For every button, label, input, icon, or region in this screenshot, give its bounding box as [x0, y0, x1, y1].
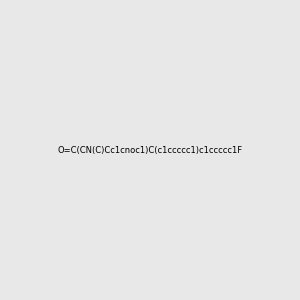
Text: O=C(CN(C)Cc1cnoc1)C(c1ccccc1)c1ccccc1F: O=C(CN(C)Cc1cnoc1)C(c1ccccc1)c1ccccc1F: [57, 146, 243, 154]
